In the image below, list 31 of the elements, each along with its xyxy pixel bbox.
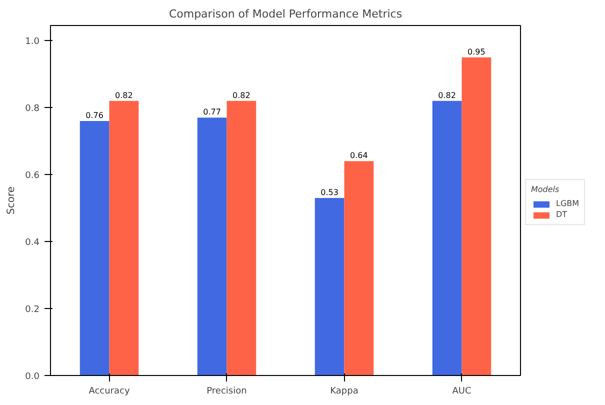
bar <box>109 100 139 376</box>
bar <box>226 100 256 376</box>
y-tick-label: 1.0 <box>25 37 40 48</box>
bar <box>462 57 492 376</box>
legend-label: DT <box>556 210 568 219</box>
legend-title: Models <box>531 185 560 194</box>
y-tick-label: 0.8 <box>25 104 40 114</box>
bar <box>314 198 344 376</box>
y-tick-label: 0.4 <box>25 238 40 248</box>
bar <box>80 120 110 376</box>
y-tick-label: 0.6 <box>25 171 40 182</box>
data-label: 0.82 <box>438 90 456 100</box>
data-label: 0.95 <box>468 47 486 56</box>
data-label: 0.77 <box>203 108 221 117</box>
bar <box>197 118 227 376</box>
bar <box>344 161 374 376</box>
data-label: 0.82 <box>115 90 133 100</box>
x-tick-label: Precision <box>206 386 247 396</box>
y-tick-label: 0.2 <box>25 305 40 316</box>
data-label: 0.82 <box>232 90 250 100</box>
legend-label: LGBM <box>556 199 580 208</box>
data-label: 0.76 <box>86 110 104 120</box>
bar <box>432 100 462 376</box>
chart-title: Comparison of Model Performance Metrics <box>168 8 402 20</box>
y-tick-label: 0.0 <box>25 372 40 382</box>
x-tick-label: Accuracy <box>88 386 130 396</box>
x-tick-label: Kappa <box>330 386 358 396</box>
data-label: 0.53 <box>320 188 338 197</box>
x-tick-label: AUC <box>452 386 472 396</box>
y-axis-title: Score <box>6 186 18 215</box>
data-label: 0.64 <box>350 151 368 160</box>
